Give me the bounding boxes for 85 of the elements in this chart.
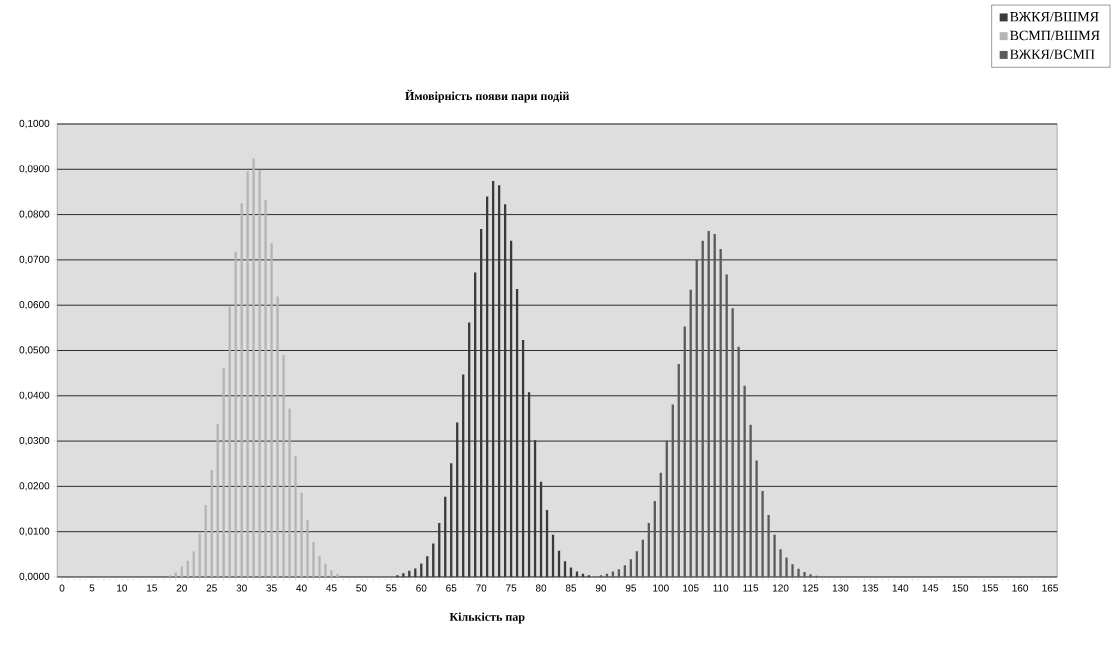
x-tick-label: 90 <box>595 584 607 592</box>
x-tick-label: 160 <box>1012 584 1029 592</box>
bar <box>324 563 327 577</box>
bar <box>300 492 303 577</box>
bar <box>743 385 746 577</box>
bar <box>767 514 770 577</box>
bar <box>420 563 423 577</box>
x-axis-title: Кількість пар <box>449 612 525 624</box>
y-tick-label: 0,0400 <box>19 391 50 400</box>
y-tick-label: 0,0300 <box>19 436 50 446</box>
x-tick-label: 140 <box>892 584 909 592</box>
x-tick-label: 25 <box>206 584 217 592</box>
y-tick-label: 0,1000 <box>19 119 50 129</box>
x-tick-label: 100 <box>653 584 669 592</box>
legend-label: ВЖКЯ/ВШМЯ <box>1010 12 1099 22</box>
x-tick-label: 45 <box>326 584 337 592</box>
bar <box>569 567 573 577</box>
bar <box>282 355 285 577</box>
bar <box>246 171 249 577</box>
x-tick-label: 65 <box>446 584 457 592</box>
y-tick-label: 0,0800 <box>19 210 50 219</box>
x-tick-label: 110 <box>713 584 729 592</box>
x-tick-label: 120 <box>772 584 789 592</box>
bar <box>402 573 405 577</box>
x-tick-label: 145 <box>922 584 939 592</box>
bar <box>737 346 740 577</box>
bar <box>791 564 794 577</box>
x-tick-label: 0 <box>59 584 65 592</box>
bar <box>414 568 417 577</box>
y-tick-label: 0,0000 <box>19 572 50 582</box>
bar <box>258 170 261 577</box>
x-tick-label: 80 <box>535 584 547 592</box>
x-tick-label: 125 <box>802 584 819 592</box>
x-tick-label: 5 <box>89 584 95 592</box>
bar <box>252 158 255 577</box>
bar <box>755 460 758 577</box>
x-tick-label: 35 <box>266 584 277 592</box>
x-tick-label: 105 <box>683 584 699 592</box>
x-tick-label: 10 <box>117 584 128 592</box>
y-tick-label: 0,0600 <box>19 301 50 310</box>
bar <box>306 519 309 577</box>
y-tick-label: 0,0700 <box>19 255 50 265</box>
bar <box>276 296 279 577</box>
bar <box>749 424 752 577</box>
bar <box>761 490 764 577</box>
x-tick-label: 130 <box>832 584 849 592</box>
y-tick-label: 0,0100 <box>19 527 50 536</box>
bar <box>174 572 177 577</box>
bar <box>264 200 267 577</box>
x-tick-label: 20 <box>176 584 187 592</box>
x-tick-label: 50 <box>356 584 367 592</box>
bar <box>803 572 806 577</box>
bar <box>797 568 800 577</box>
x-tick-label: 155 <box>982 584 999 592</box>
y-tick-label: 0,0500 <box>19 346 50 355</box>
bar <box>294 456 297 577</box>
chart-title: Ймовірність появи пари подій <box>405 89 570 103</box>
bar <box>312 541 315 577</box>
x-tick-label: 30 <box>236 584 247 592</box>
y-tick-label: 0,0200 <box>19 482 50 491</box>
x-tick-label: 75 <box>506 584 517 592</box>
bar <box>785 557 788 577</box>
x-tick-label: 95 <box>625 584 637 592</box>
bar <box>809 574 812 577</box>
legend-label: ВСМП/ВШМЯ <box>1010 30 1100 41</box>
x-tick-label: 55 <box>386 584 397 592</box>
bar <box>773 534 776 577</box>
x-tick-label: 85 <box>565 584 577 592</box>
x-tick-label: 165 <box>1042 584 1058 592</box>
bar <box>288 408 291 577</box>
x-tick-label: 150 <box>952 584 969 592</box>
x-tick-label: 70 <box>476 584 487 592</box>
bar <box>270 243 273 577</box>
x-tick-label: 15 <box>147 584 157 592</box>
bar <box>779 549 782 577</box>
x-tick-label: 115 <box>743 584 759 592</box>
y-tick-label: 0,0900 <box>19 165 50 174</box>
bar <box>318 556 321 577</box>
bar <box>240 203 243 577</box>
bar <box>330 570 333 577</box>
bar <box>336 573 339 577</box>
x-tick-label: 40 <box>296 584 307 592</box>
x-tick-label: 60 <box>416 584 427 592</box>
legend-label: ВЖКЯ/ВСМП <box>1010 49 1095 59</box>
x-tick-label: 135 <box>862 584 879 592</box>
